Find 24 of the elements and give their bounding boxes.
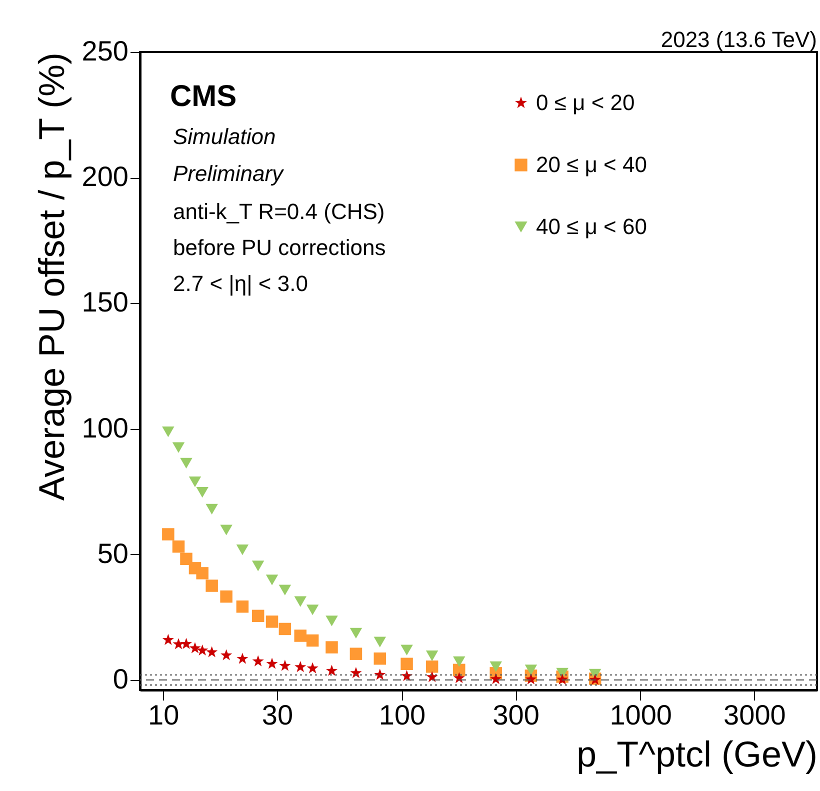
- y-tick-label: 150: [82, 286, 128, 318]
- y-tick-label: 250: [82, 36, 128, 66]
- x-tick-label: 10: [148, 700, 180, 730]
- annotation: Preliminary: [173, 161, 286, 186]
- legend-label: 40 ≤ μ < 60: [536, 214, 647, 239]
- annotation: CMS: [170, 80, 237, 113]
- y-tick-label: 100: [82, 412, 128, 444]
- annotation: anti-k_T R=0.4 (CHS): [173, 199, 385, 224]
- text: 2023 (13.6 TeV): [660, 27, 817, 52]
- x-tick-label: 300: [492, 700, 540, 730]
- annotation: 2.7 < |η| < 3.0: [173, 271, 308, 296]
- y-tick-label: 200: [82, 161, 128, 192]
- y-tick-label: 50: [97, 538, 128, 569]
- x-tick-label: 3000: [724, 700, 786, 730]
- y-tick-label: 0: [112, 663, 128, 694]
- x-axis-title: p_T^ptcl (GeV): [576, 734, 818, 774]
- legend-label: 20 ≤ μ < 40: [536, 152, 647, 177]
- legend-label: 0 ≤ μ < 20: [536, 90, 635, 115]
- x-tick-label: 1000: [610, 700, 672, 730]
- annotation: Simulation: [173, 124, 276, 149]
- x-tick-label: 100: [378, 700, 426, 730]
- annotation: before PU corrections: [173, 235, 386, 260]
- x-tick-label: 30: [262, 700, 294, 730]
- y-axis-title: Average PU offset / p_T (%): [30, 52, 72, 501]
